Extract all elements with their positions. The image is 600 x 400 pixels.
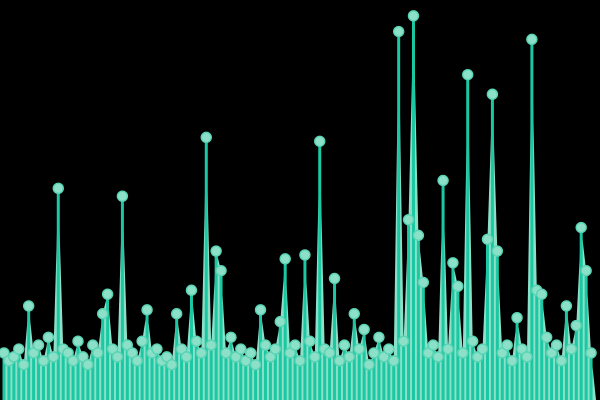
data-point-marker [294,355,306,367]
data-point-marker [309,351,321,363]
data-point-marker [383,343,395,355]
data-point-marker [407,10,420,22]
data-point-marker [269,343,282,355]
data-point-marker [235,343,247,355]
data-point-marker [225,331,237,343]
data-point-marker [274,315,286,328]
data-point-marker [358,323,370,336]
data-point-marker [299,249,311,261]
data-point-marker [279,253,291,265]
data-point-marker [462,68,474,81]
data-point-marker [52,182,64,195]
data-point-marker [526,33,538,46]
data-point-marker [185,284,198,296]
data-point-marker [333,355,346,367]
data-point-marker [427,339,439,351]
data-point-marker [457,347,469,359]
data-point-marker [13,343,25,355]
data-point-marker [511,311,523,324]
data-point-marker [412,229,425,242]
data-point-marker [210,245,222,257]
data-point-marker [249,359,262,371]
data-point-marker [111,351,124,363]
data-point-marker [195,347,208,359]
data-point-marker [392,25,405,38]
data-point-marker [580,264,592,277]
data-point-marker [417,276,430,289]
data-point-marker [304,335,316,347]
data-point-marker [575,221,587,234]
data-point-marker [343,351,356,363]
data-point-marker [328,272,341,285]
data-point-marker [131,355,143,367]
data-point-marker [200,131,212,144]
data-point-marker [363,359,375,371]
data-point-marker [18,359,30,371]
data-point-marker [540,331,553,343]
data-point-marker [151,343,163,355]
data-point-marker [521,351,533,363]
data-point-marker [397,335,410,347]
data-point-marker [368,347,380,359]
data-point-marker [481,233,494,245]
data-point-marker [170,308,183,320]
data-point-marker [141,304,153,316]
data-point-marker [550,339,563,351]
data-point-marker [555,355,568,367]
data-point-marker [37,355,50,367]
data-point-marker [466,335,479,347]
data-point-marker [254,304,267,316]
data-point-marker [289,339,301,351]
data-point-marker [437,174,449,187]
data-point-marker [259,339,272,351]
data-point-marker [116,190,129,202]
data-point-marker [215,264,227,277]
data-point-marker [220,347,232,359]
data-point-marker [314,135,326,147]
data-point-marker [136,335,148,347]
data-point-marker [442,343,454,355]
data-point-marker [47,351,60,363]
data-point-marker [92,347,104,359]
data-point-marker [388,355,400,367]
data-point-marker [67,355,79,367]
data-point-marker [402,213,415,226]
data-point-marker [96,308,109,320]
data-point-marker [205,339,217,351]
data-point-marker [82,359,94,371]
data-point-marker [432,351,444,363]
data-point-marker [501,339,513,351]
data-point-marker [190,335,203,347]
data-point-marker [373,331,385,343]
data-point-marker [22,300,35,312]
data-point-marker [565,343,578,355]
data-point-marker [32,339,45,351]
data-point-marker [486,88,499,100]
data-point-marker [101,288,114,300]
data-point-marker [476,343,489,355]
data-point-marker [491,245,504,257]
data-point-marker [452,280,464,293]
data-point-marker [348,308,360,320]
data-point-marker [447,257,459,269]
data-point-marker [560,300,573,312]
data-point-marker [42,331,55,343]
data-point-marker [536,288,548,300]
data-point-marker [72,335,84,347]
data-point-marker [570,319,582,332]
marker-series [0,10,597,371]
data-point-marker [244,347,257,359]
data-point-marker [166,359,178,371]
data-point-marker [338,339,351,351]
data-point-marker [323,347,336,359]
data-point-marker [506,355,518,367]
data-point-marker [353,343,365,355]
data-point-marker [180,351,193,363]
data-point-marker [585,347,597,359]
